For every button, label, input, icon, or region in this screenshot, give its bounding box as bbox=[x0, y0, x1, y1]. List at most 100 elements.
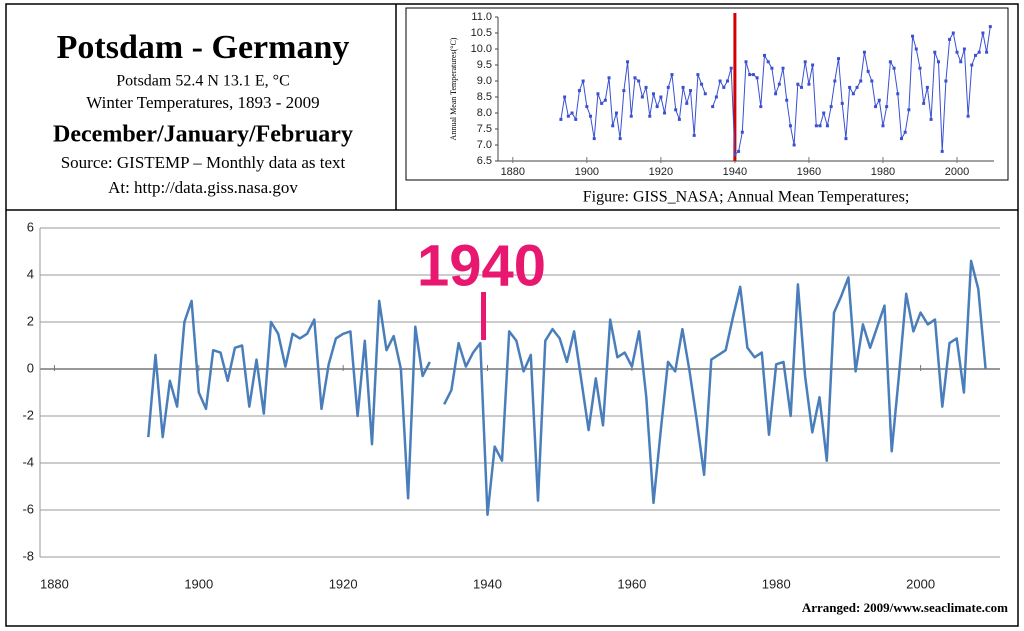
point bbox=[681, 85, 685, 89]
x-tick-label: 1960 bbox=[797, 166, 821, 178]
point bbox=[870, 79, 874, 83]
x-tick-label: 1900 bbox=[184, 576, 213, 591]
point bbox=[596, 92, 600, 96]
point bbox=[848, 85, 852, 89]
point bbox=[674, 108, 678, 112]
point bbox=[614, 111, 618, 115]
point bbox=[796, 82, 800, 86]
point bbox=[818, 124, 822, 128]
point bbox=[803, 60, 807, 64]
point bbox=[611, 124, 615, 128]
y-tick-label: 7.5 bbox=[477, 123, 492, 135]
point bbox=[885, 105, 889, 109]
point bbox=[785, 98, 789, 102]
inset-frame bbox=[405, 7, 1009, 181]
series-line bbox=[147, 259, 987, 516]
y-tick-label: -8 bbox=[22, 548, 34, 563]
point bbox=[929, 117, 933, 121]
point bbox=[959, 60, 963, 64]
point bbox=[970, 63, 974, 67]
y-tick-label: 11.0 bbox=[471, 11, 492, 23]
point bbox=[985, 50, 989, 54]
point bbox=[640, 95, 644, 99]
point bbox=[577, 89, 581, 93]
point bbox=[770, 66, 774, 70]
y-tick-label: 0 bbox=[27, 360, 34, 375]
point bbox=[622, 89, 626, 93]
point bbox=[685, 101, 689, 105]
point bbox=[718, 79, 722, 83]
header-line: At: http://data.giss.nasa.gov bbox=[108, 178, 298, 197]
point bbox=[862, 50, 866, 54]
point bbox=[574, 117, 578, 121]
point bbox=[659, 95, 663, 99]
point bbox=[751, 73, 755, 77]
point bbox=[722, 85, 726, 89]
x-tick-label: 1940 bbox=[723, 166, 747, 178]
point bbox=[811, 63, 815, 67]
point bbox=[744, 60, 748, 64]
point bbox=[881, 124, 885, 128]
point bbox=[936, 60, 940, 64]
y-tick-label: 9.5 bbox=[477, 59, 492, 71]
point bbox=[651, 92, 655, 96]
point bbox=[903, 130, 907, 134]
point bbox=[777, 82, 781, 86]
point bbox=[670, 73, 674, 77]
x-tick-label: 1940 bbox=[473, 576, 502, 591]
point bbox=[859, 79, 863, 83]
point bbox=[559, 117, 563, 121]
point bbox=[837, 57, 841, 61]
x-tick-label: 1980 bbox=[762, 576, 791, 591]
y-tick-label: 6.5 bbox=[477, 155, 492, 167]
point bbox=[940, 149, 944, 153]
point bbox=[740, 130, 744, 134]
point bbox=[822, 111, 826, 115]
point bbox=[648, 114, 652, 118]
point bbox=[700, 82, 704, 86]
point bbox=[755, 76, 759, 80]
point bbox=[729, 66, 733, 70]
point bbox=[589, 114, 593, 118]
y-tick-label: 8.5 bbox=[477, 91, 492, 103]
y-tick-label: 9.0 bbox=[477, 75, 492, 87]
point bbox=[603, 98, 607, 102]
point bbox=[581, 79, 585, 83]
point bbox=[844, 137, 848, 141]
x-tick-label: 1880 bbox=[40, 576, 69, 591]
point bbox=[933, 50, 937, 54]
point bbox=[911, 34, 915, 38]
point bbox=[948, 37, 952, 41]
x-tick-label: 1900 bbox=[575, 166, 599, 178]
series-line bbox=[560, 26, 991, 156]
x-tick-label: 2000 bbox=[906, 576, 935, 591]
frame bbox=[5, 3, 1019, 627]
y-tick-label: 4 bbox=[27, 266, 34, 281]
header-title: Potsdam - Germany bbox=[57, 29, 350, 66]
x-tick-label: 1880 bbox=[501, 166, 525, 178]
point bbox=[825, 124, 829, 128]
point bbox=[814, 124, 818, 128]
point bbox=[774, 92, 778, 96]
point bbox=[866, 69, 870, 73]
x-tick-label: 2000 bbox=[945, 166, 969, 178]
point bbox=[896, 92, 900, 96]
point bbox=[626, 60, 630, 64]
x-tick-label: 1920 bbox=[649, 166, 673, 178]
point bbox=[781, 66, 785, 70]
y-tick-label: -2 bbox=[22, 407, 34, 422]
y-tick-label: 10.0 bbox=[471, 43, 492, 55]
point bbox=[737, 149, 741, 153]
x-tick-label: 1980 bbox=[871, 166, 895, 178]
point bbox=[633, 76, 637, 80]
y-tick-label: 6 bbox=[27, 219, 34, 234]
point bbox=[696, 73, 700, 77]
point bbox=[759, 105, 763, 109]
point bbox=[892, 66, 896, 70]
point bbox=[829, 105, 833, 109]
point bbox=[711, 105, 715, 109]
point bbox=[918, 66, 922, 70]
point bbox=[899, 137, 903, 141]
point bbox=[629, 114, 633, 118]
y-tick-label: 2 bbox=[27, 313, 34, 328]
